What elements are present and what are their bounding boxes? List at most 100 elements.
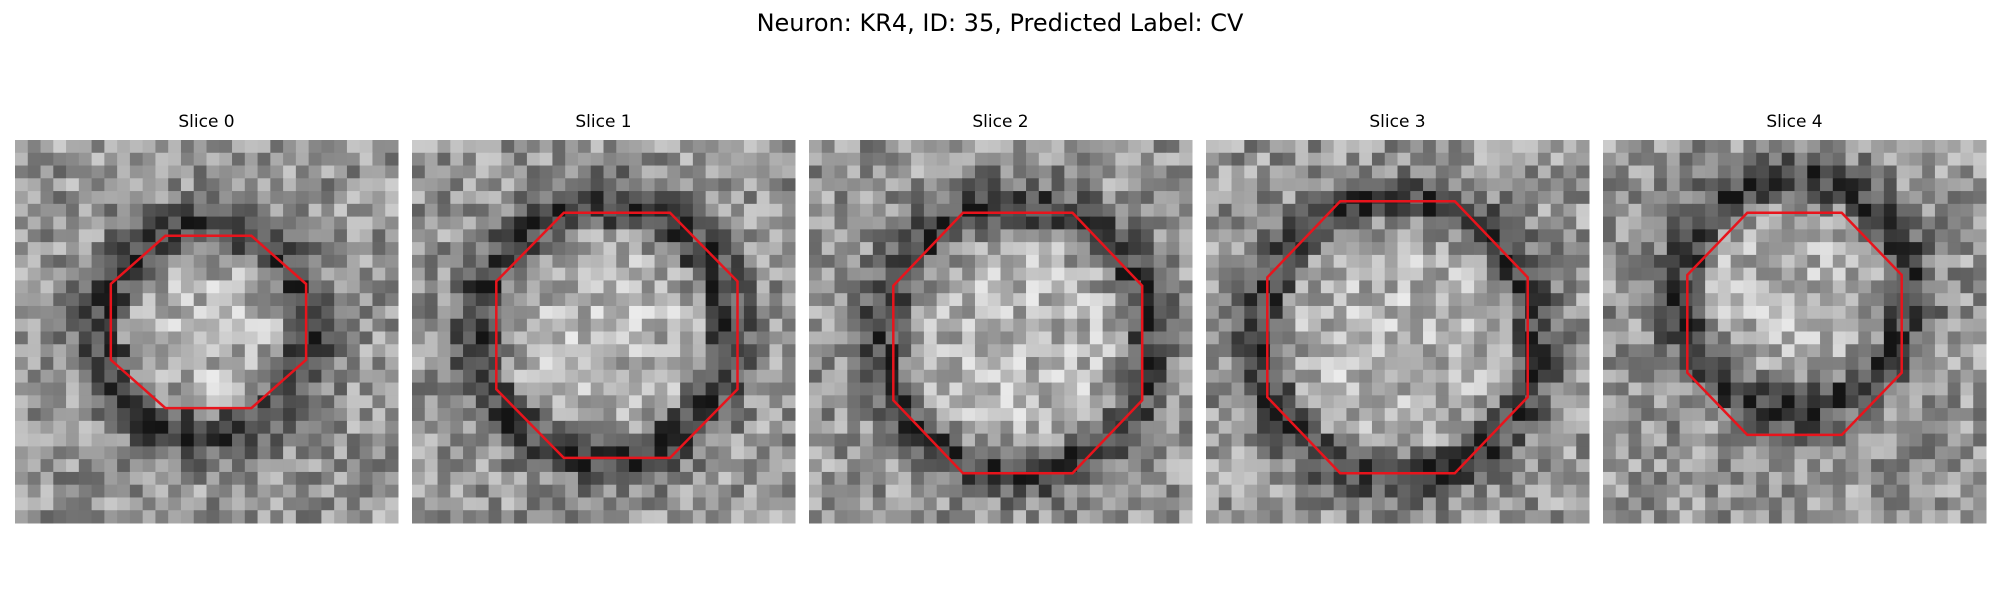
pixel [1423,446,1437,460]
pixel [1486,305,1501,320]
pixel [1641,203,1655,218]
pixel [847,331,861,345]
pixel [847,344,861,358]
pixel [334,165,348,179]
pixel [155,318,169,332]
pixel [654,140,668,154]
pixel [15,216,29,230]
pixel [539,280,553,294]
pixel [1013,229,1027,243]
pixel [1692,229,1706,243]
pixel [577,344,592,358]
pixel [168,254,182,269]
pixel [1384,497,1398,511]
pixel [1832,318,1847,332]
pixel [40,471,54,486]
pixel [232,165,246,179]
pixel [860,152,874,167]
pixel [1282,382,1296,396]
pixel [1550,216,1564,230]
pixel [1320,191,1335,205]
pixel [1781,152,1795,167]
pixel [1743,331,1757,345]
pixel [1206,497,1220,511]
pixel [1794,331,1808,345]
pixel [949,408,963,422]
pixel [769,254,783,269]
pixel [603,408,617,422]
pixel [1679,471,1693,486]
pixel [1257,165,1271,179]
pixel [1384,331,1398,345]
pixel [1077,152,1091,167]
pixel [91,471,105,486]
pixel [359,357,373,371]
pixel [359,331,373,345]
pixel [1603,165,1617,179]
pixel [1615,165,1630,179]
pixel [142,191,156,205]
pixel [40,216,54,230]
pixel [53,344,67,358]
pixel [629,331,643,345]
pixel [346,267,361,281]
pixel [1244,484,1258,498]
pixel [680,331,694,345]
pixel [1448,420,1462,435]
pixel [53,497,67,511]
pixel [898,331,912,345]
pixel [1218,433,1233,447]
pixel [1333,165,1347,179]
pixel [1257,420,1271,435]
pixel [847,305,861,320]
pixel [283,459,297,473]
pixel [1026,420,1040,435]
pixel [1922,331,1936,345]
pixel [1410,152,1424,167]
pixel [1308,140,1322,154]
pixel [1077,191,1091,205]
pixel [1832,446,1847,460]
pixel [450,165,464,179]
pixel [1909,280,1923,294]
pixel [501,459,515,473]
pixel [1257,510,1271,524]
pixel [1871,191,1885,205]
pixel [809,178,823,192]
pixel [1807,152,1821,167]
pixel [1486,280,1501,294]
pixel [1371,267,1386,281]
pixel [1423,420,1437,435]
pixel [346,446,361,460]
pixel [1115,293,1129,307]
pixel [1858,510,1872,524]
pixel [1282,165,1296,179]
pixel [359,408,373,422]
pixel [488,203,502,218]
pixel [565,191,579,205]
pixel [936,395,950,409]
pixel [1140,369,1155,384]
pixel [1026,357,1040,371]
pixel [1934,165,1949,179]
pixel [1153,395,1167,409]
pixel [782,420,796,435]
pixel [155,165,169,179]
pixel [705,178,719,192]
pixel [552,420,566,435]
pixel [1603,331,1617,345]
pixel [782,446,796,460]
pixel [860,191,874,205]
pixel [680,484,694,498]
pixel [244,305,259,320]
pixel [15,318,29,332]
pixel [1166,216,1180,230]
pixel [1102,305,1116,320]
pixel [257,331,271,345]
pixel [1115,484,1129,498]
pixel [577,420,592,435]
pixel [923,318,938,332]
pixel [1960,471,1974,486]
pixel [219,318,233,332]
pixel [437,242,451,256]
